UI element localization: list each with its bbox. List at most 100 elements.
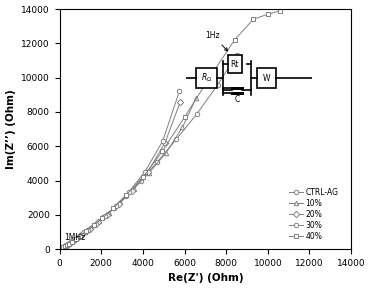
Bar [228, 55, 242, 73]
Text: 1MHz: 1MHz [64, 233, 85, 242]
30% [93, 222, 98, 226]
20% [88, 227, 92, 230]
20% [146, 170, 150, 173]
CTRL-AG [93, 223, 97, 226]
CTRL-AG [58, 247, 63, 250]
40% [232, 38, 237, 42]
Line: 10%: 10% [58, 96, 198, 251]
CTRL-AG [61, 246, 65, 249]
40% [207, 76, 212, 79]
Bar [257, 68, 276, 88]
10% [118, 201, 122, 204]
CTRL-AG [139, 179, 143, 182]
40% [59, 247, 64, 250]
Text: $R_\Omega$: $R_\Omega$ [201, 72, 212, 84]
10% [147, 171, 151, 175]
30% [160, 139, 165, 143]
CTRL-AG [67, 242, 71, 245]
40% [63, 245, 67, 248]
40% [141, 175, 145, 179]
CTRL-AG [124, 194, 128, 198]
20% [71, 239, 76, 242]
X-axis label: Re(Z') (Ohm): Re(Z') (Ohm) [168, 273, 243, 284]
Line: 30%: 30% [58, 89, 181, 251]
30% [60, 246, 65, 249]
20% [105, 213, 110, 216]
20% [96, 221, 100, 224]
CTRL-AG [216, 83, 220, 86]
10% [82, 230, 87, 234]
Legend: CTRL-AG, 10%, 20%, 30%, 40%: CTRL-AG, 10%, 20%, 30%, 40% [289, 188, 339, 240]
10% [60, 246, 65, 249]
10% [60, 246, 64, 250]
Line: 40%: 40% [58, 9, 283, 251]
20% [163, 141, 167, 144]
30% [86, 228, 91, 232]
10% [63, 244, 68, 247]
20% [130, 189, 135, 192]
Text: W: W [263, 73, 270, 83]
Line: 20%: 20% [58, 99, 183, 251]
30% [127, 190, 131, 193]
10% [69, 240, 73, 244]
30% [58, 247, 63, 251]
CTRL-AG [59, 247, 63, 250]
20% [76, 236, 80, 239]
10% [62, 245, 66, 249]
20% [59, 246, 64, 250]
40% [92, 224, 96, 227]
10% [66, 242, 70, 246]
40% [160, 150, 164, 153]
40% [64, 244, 69, 247]
10% [106, 211, 111, 214]
Text: Rt: Rt [230, 60, 239, 69]
20% [65, 243, 70, 246]
30% [79, 233, 84, 236]
40% [266, 12, 270, 16]
40% [84, 229, 89, 233]
CTRL-AG [74, 237, 79, 240]
30% [59, 247, 63, 250]
40% [100, 216, 105, 220]
CTRL-AG [155, 160, 160, 164]
CTRL-AG [64, 244, 69, 247]
30% [177, 90, 181, 93]
40% [124, 193, 129, 197]
Text: 1Hz: 1Hz [206, 31, 228, 51]
10% [89, 225, 93, 229]
40% [60, 246, 65, 250]
CTRL-AG [70, 240, 74, 243]
20% [68, 241, 72, 244]
40% [278, 9, 283, 12]
30% [65, 243, 69, 247]
40% [73, 237, 78, 241]
Bar [196, 68, 217, 88]
20% [62, 245, 66, 249]
20% [60, 246, 65, 249]
10% [97, 219, 101, 223]
30% [75, 236, 79, 240]
CTRL-AG [79, 233, 84, 237]
20% [116, 203, 121, 206]
40% [70, 240, 74, 243]
40% [59, 247, 63, 250]
30% [63, 244, 67, 248]
10% [58, 247, 63, 251]
10% [77, 235, 81, 238]
30% [102, 214, 107, 218]
10% [59, 247, 63, 250]
10% [194, 97, 198, 100]
CTRL-AG [60, 246, 64, 250]
CTRL-AG [62, 245, 67, 248]
Y-axis label: Im(Z’’) (Ohm): Im(Z’’) (Ohm) [6, 89, 16, 169]
30% [114, 204, 118, 207]
10% [131, 187, 136, 191]
30% [67, 242, 72, 245]
30% [70, 239, 75, 243]
40% [58, 247, 63, 251]
CTRL-AG [234, 54, 239, 57]
Line: CTRL-AG: CTRL-AG [58, 53, 239, 251]
20% [178, 100, 183, 103]
20% [63, 244, 68, 248]
40% [78, 234, 83, 237]
